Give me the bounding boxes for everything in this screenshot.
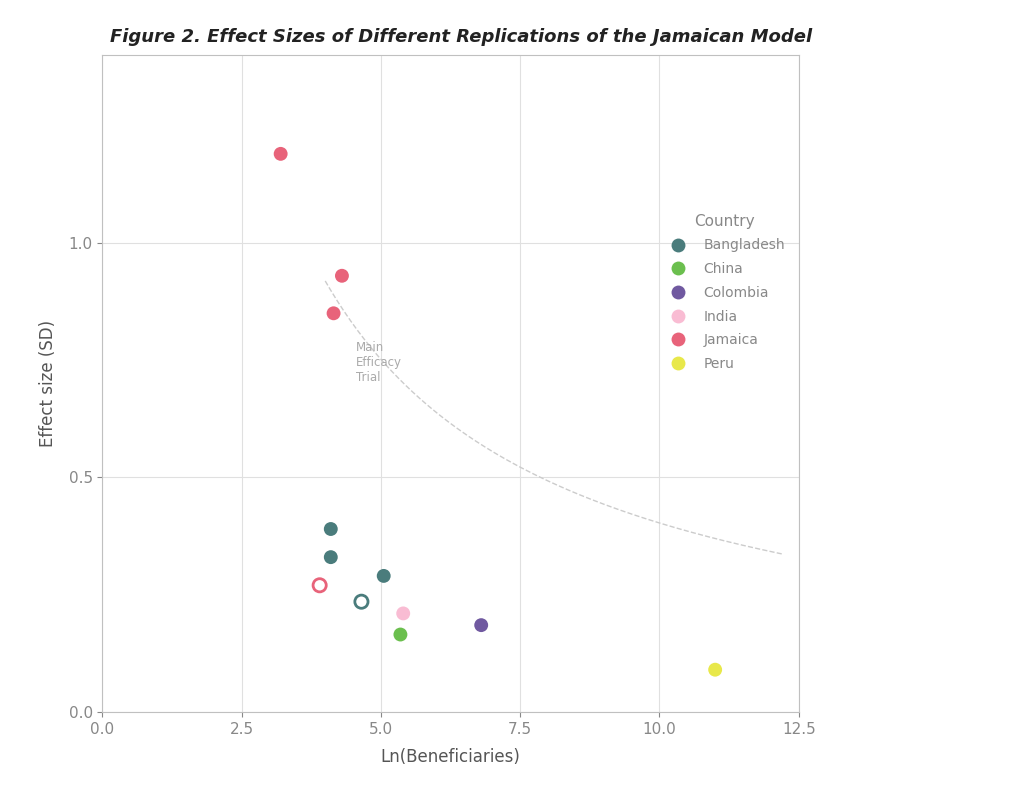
Point [376, 570, 392, 582]
Point [392, 628, 409, 641]
Text: Main
Efficacy
Trial: Main Efficacy Trial [356, 342, 401, 384]
Point [395, 607, 412, 620]
Point [707, 664, 723, 676]
Point [353, 596, 370, 608]
Text: Figure 2. Effect Sizes of Different Replications of the Jamaican Model: Figure 2. Effect Sizes of Different Repl… [110, 28, 812, 46]
X-axis label: Ln(Beneficiaries): Ln(Beneficiaries) [381, 747, 520, 766]
Point [272, 147, 289, 160]
Point [473, 619, 489, 631]
Point [323, 523, 339, 536]
Point [334, 270, 350, 282]
Legend: Bangladesh, China, Colombia, India, Jamaica, Peru: Bangladesh, China, Colombia, India, Jama… [657, 206, 792, 378]
Y-axis label: Effect size (SD): Effect size (SD) [40, 320, 57, 447]
Point [326, 307, 342, 320]
Point [323, 551, 339, 563]
Point [311, 579, 328, 592]
